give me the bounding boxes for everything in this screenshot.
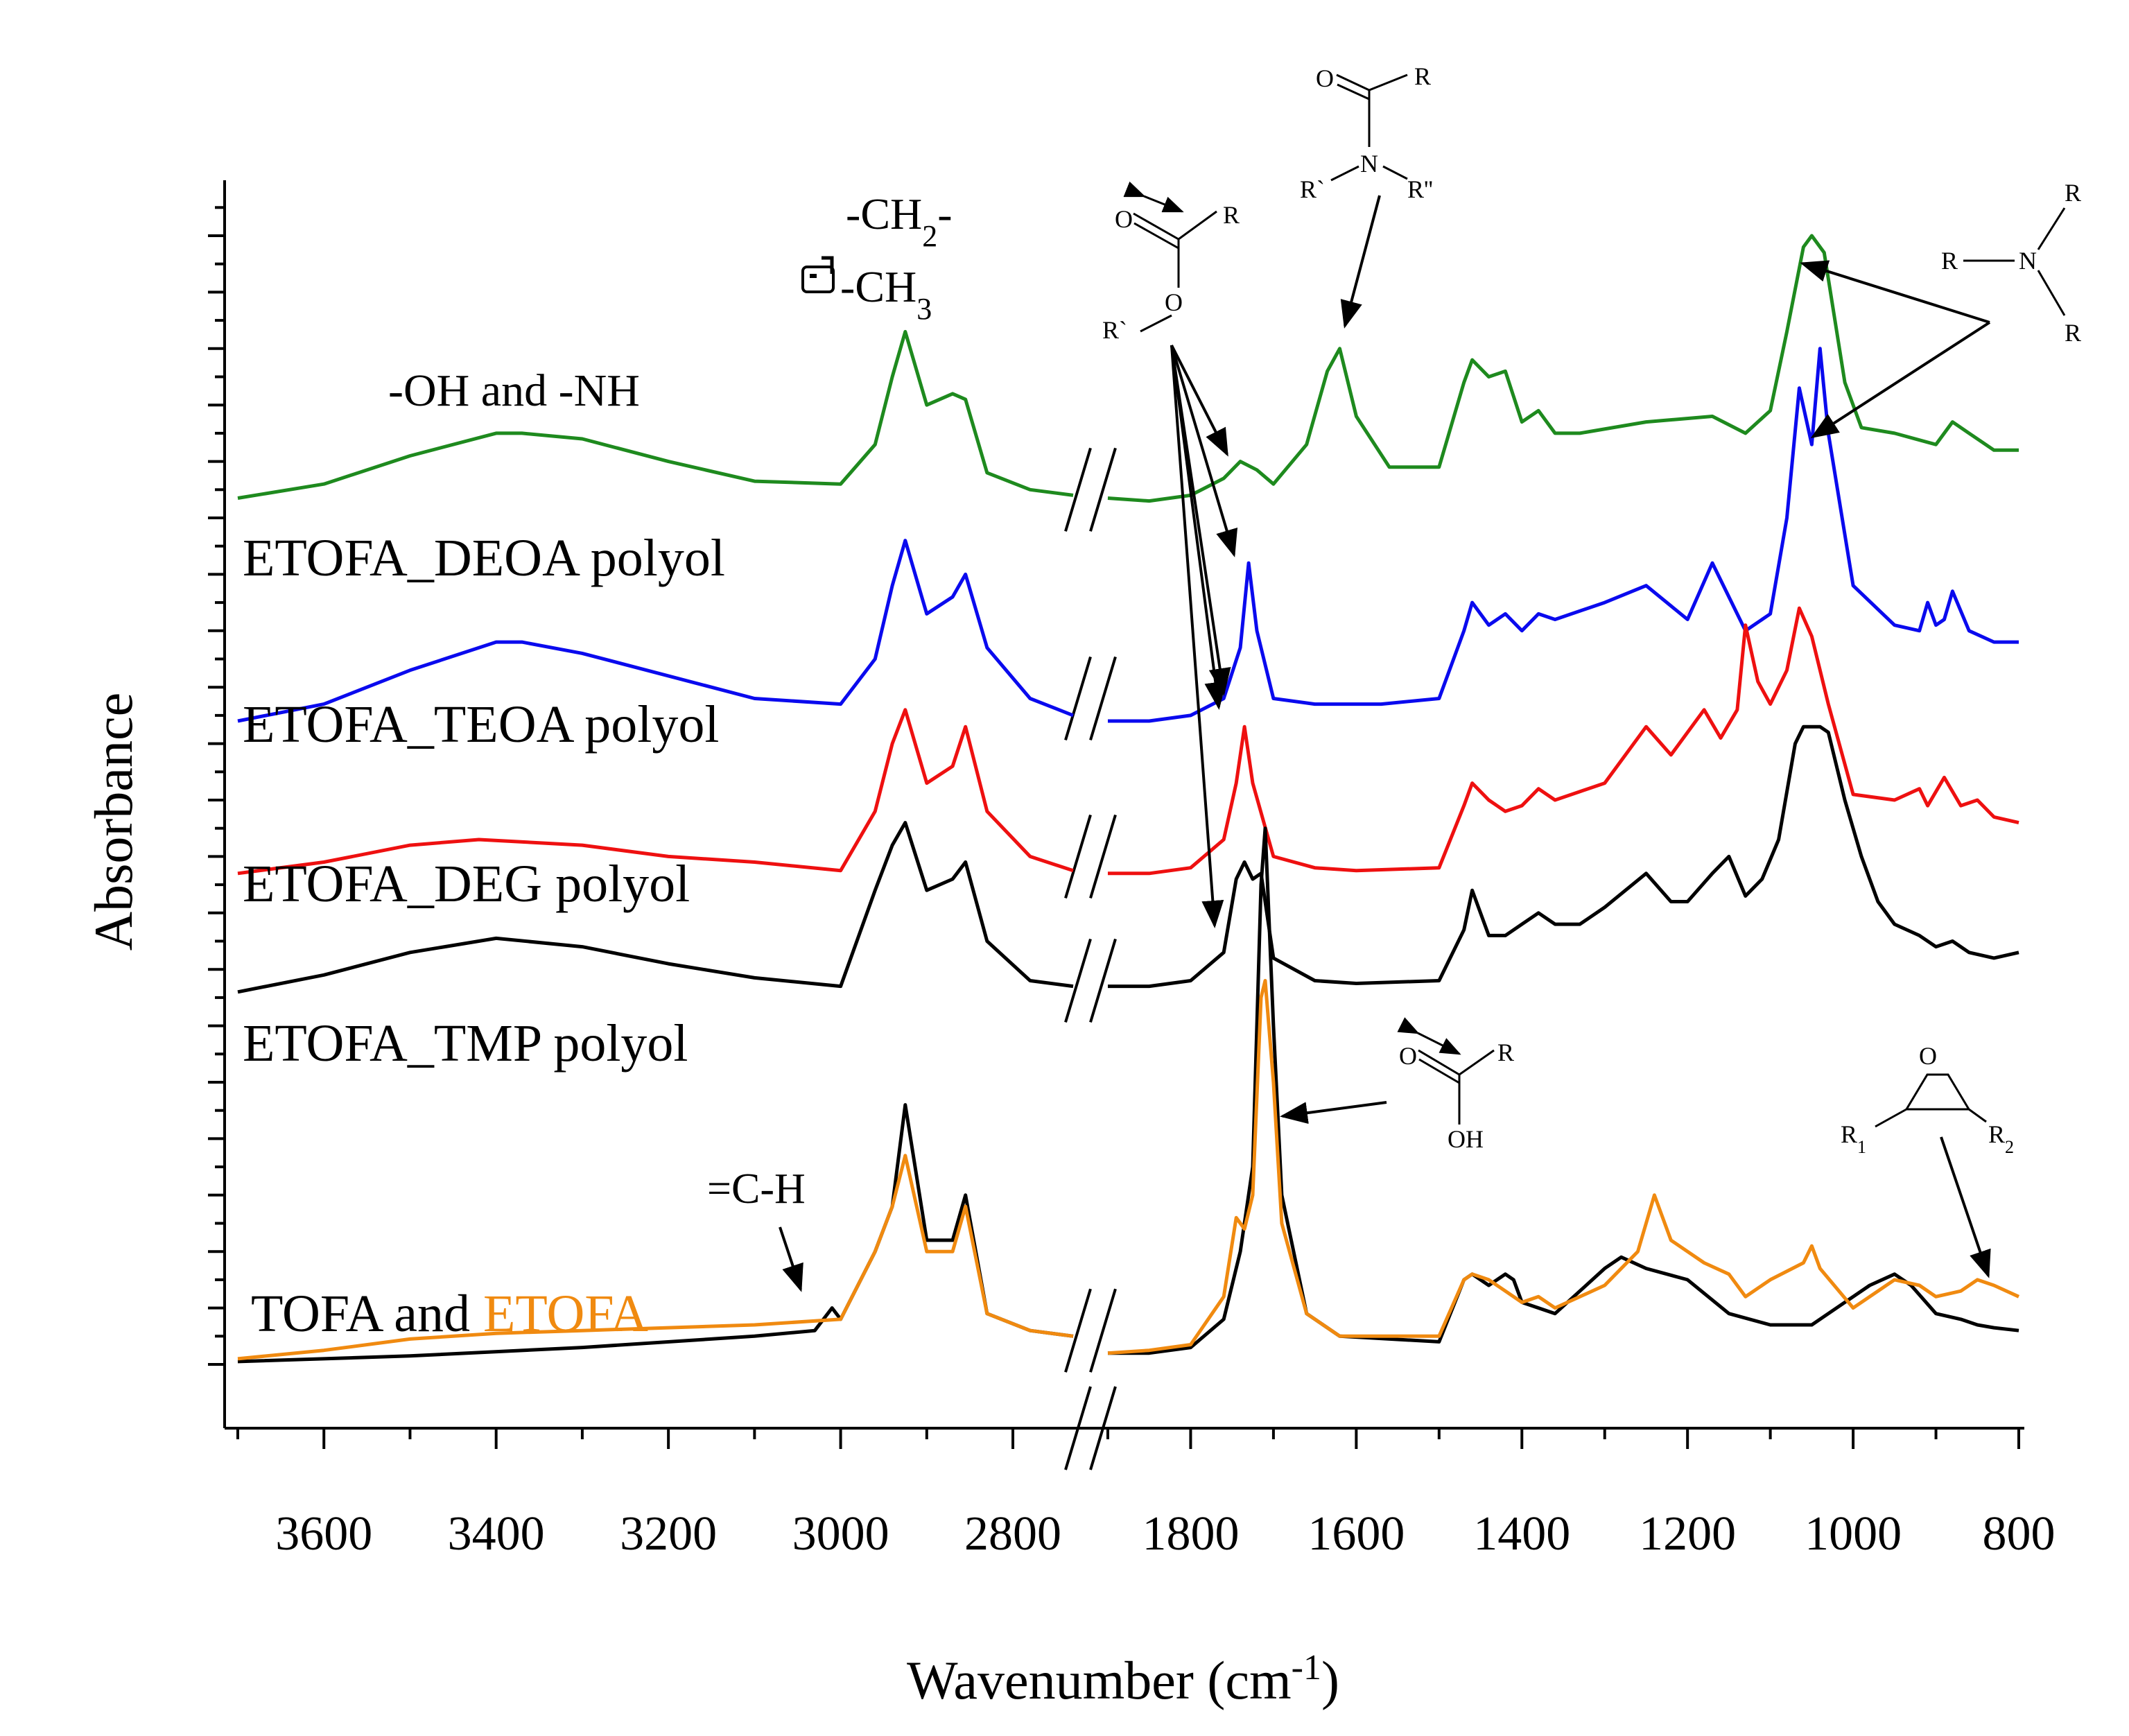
axis-break-mark [1064, 938, 1092, 1023]
axis-break-mark [1089, 447, 1117, 532]
annotation-oh-nh: -OH and -NH [388, 365, 640, 416]
label-etofa-deg: ETOFA_DEG polyol [243, 855, 690, 913]
svg-text:O: O [1115, 205, 1133, 233]
svg-text:R'': R'' [1407, 175, 1433, 203]
x-tick-label-1600: 1600 [1307, 1507, 1405, 1561]
axis-break-mark [1064, 1288, 1092, 1373]
arrow-acid [1280, 1101, 1387, 1125]
svg-text:R1: R1 [1841, 1120, 1866, 1157]
axes: 3600 3400 3200 3000 2800 1800 1600 1400 1200 1000… [208, 180, 2056, 1561]
amine-arrows [1800, 260, 1991, 439]
series-line-tofa-seg1 [1108, 826, 2019, 1355]
x-tick-label-800: 800 [1983, 1507, 2056, 1561]
series-line-etofa-tmp-polyol-seg0 [237, 821, 1074, 994]
x-tick-label-1400: 1400 [1473, 1507, 1570, 1561]
epoxide-structure: O R1 R2 [1841, 1042, 2014, 1157]
svg-text:R: R [1223, 201, 1240, 229]
svg-text:R: R [1941, 247, 1958, 275]
series-line-etofa-tmp-polyol-seg1 [1108, 724, 2019, 989]
series-line-etofa-deg-polyol-seg1 [1108, 606, 2019, 876]
axis-break-mark [1064, 447, 1092, 532]
ester-arrows [1170, 345, 1238, 928]
svg-text:R: R [2065, 319, 2081, 347]
axis-break-mark [1089, 1288, 1117, 1373]
svg-text:N: N [1360, 150, 1378, 177]
axis-break-mark [1089, 656, 1117, 741]
x-tick-label-3600: 3600 [275, 1507, 372, 1561]
svg-text:O: O [1919, 1042, 1937, 1070]
axis-break-mark [1064, 814, 1092, 899]
svg-text:OH: OH [1448, 1125, 1484, 1153]
svg-text:R`: R` [1102, 316, 1127, 344]
label-etofa-teoa: ETOFA_TEOA polyol [243, 695, 720, 754]
svg-text:O: O [1316, 64, 1334, 92]
axis-break-mark [1089, 938, 1117, 1023]
annotation-alkene-ch: =C-H [707, 1165, 806, 1213]
arrow-amide [1340, 195, 1381, 329]
axis-break-mark [1089, 814, 1117, 899]
axis-break-mark [1089, 1386, 1117, 1470]
x-ticks: 3600 3400 3200 3000 2800 1800 1600 1400 1200 1000… [236, 1428, 2056, 1561]
series-layer [237, 234, 2020, 1364]
annotation-ch3: -CH3 [840, 262, 932, 326]
label-tofa-etofa: TOFA and ETOFA [251, 1285, 648, 1343]
axis-break-mark [1064, 1386, 1092, 1470]
series-line-etofa-seg1 [1107, 979, 2020, 1355]
x-tick-label-3200: 3200 [620, 1507, 717, 1561]
label-etofa-deoa: ETOFA_DEOA polyol [243, 529, 725, 587]
x-tick-label-1800: 1800 [1142, 1507, 1239, 1561]
y-axis-title: Absorbance [83, 693, 144, 951]
acid-structure: O R OH [1397, 1017, 1514, 1153]
x-tick-label-3400: 3400 [448, 1507, 545, 1561]
svg-text:R: R [2065, 179, 2081, 207]
series-line-etofa-deoa-polyol-seg1 [1107, 234, 2019, 503]
y-ticks [208, 206, 225, 1366]
x-tick-label-1200: 1200 [1639, 1507, 1736, 1561]
series-line-etofa-deg-polyol-seg0 [237, 708, 1074, 876]
arrow-epoxide [1940, 1136, 1991, 1278]
annotation-ch2: -CH2- [846, 189, 953, 253]
series-line-etofa-teoa-polyol-seg0 [237, 539, 1074, 723]
series-line-etofa-seg0 [237, 1154, 1074, 1361]
bond-wag-icon [801, 256, 835, 293]
label-etofa-tmp: ETOFA_TMP polyol [243, 1014, 688, 1073]
arrow-alkene-ch [779, 1226, 803, 1292]
x-tick-label-2800: 2800 [964, 1507, 1061, 1561]
x-axis-title: Wavenumber (cm-1) [907, 1648, 1339, 1711]
x-tick-label-3000: 3000 [792, 1507, 889, 1561]
amine-structure: R R N R [1941, 179, 2081, 347]
svg-text:O: O [1165, 288, 1183, 316]
svg-text:R: R [1497, 1039, 1514, 1066]
svg-text:O: O [1399, 1042, 1417, 1070]
series-line-etofa-deoa-polyol-seg0 [237, 329, 1074, 500]
amide-structure: O R N R` R'' [1300, 62, 1433, 203]
axis-breaks [1064, 447, 1117, 1470]
series-line-etofa-teoa-polyol-seg1 [1108, 347, 2019, 723]
x-tick-label-1000: 1000 [1805, 1507, 1902, 1561]
svg-text:R2: R2 [1988, 1120, 2014, 1157]
axis-break-mark [1064, 656, 1092, 741]
svg-text:R: R [1414, 62, 1431, 90]
ester-structure: O R O R` [1102, 181, 1240, 344]
svg-text:R`: R` [1300, 175, 1325, 203]
svg-text:N: N [2019, 247, 2037, 275]
